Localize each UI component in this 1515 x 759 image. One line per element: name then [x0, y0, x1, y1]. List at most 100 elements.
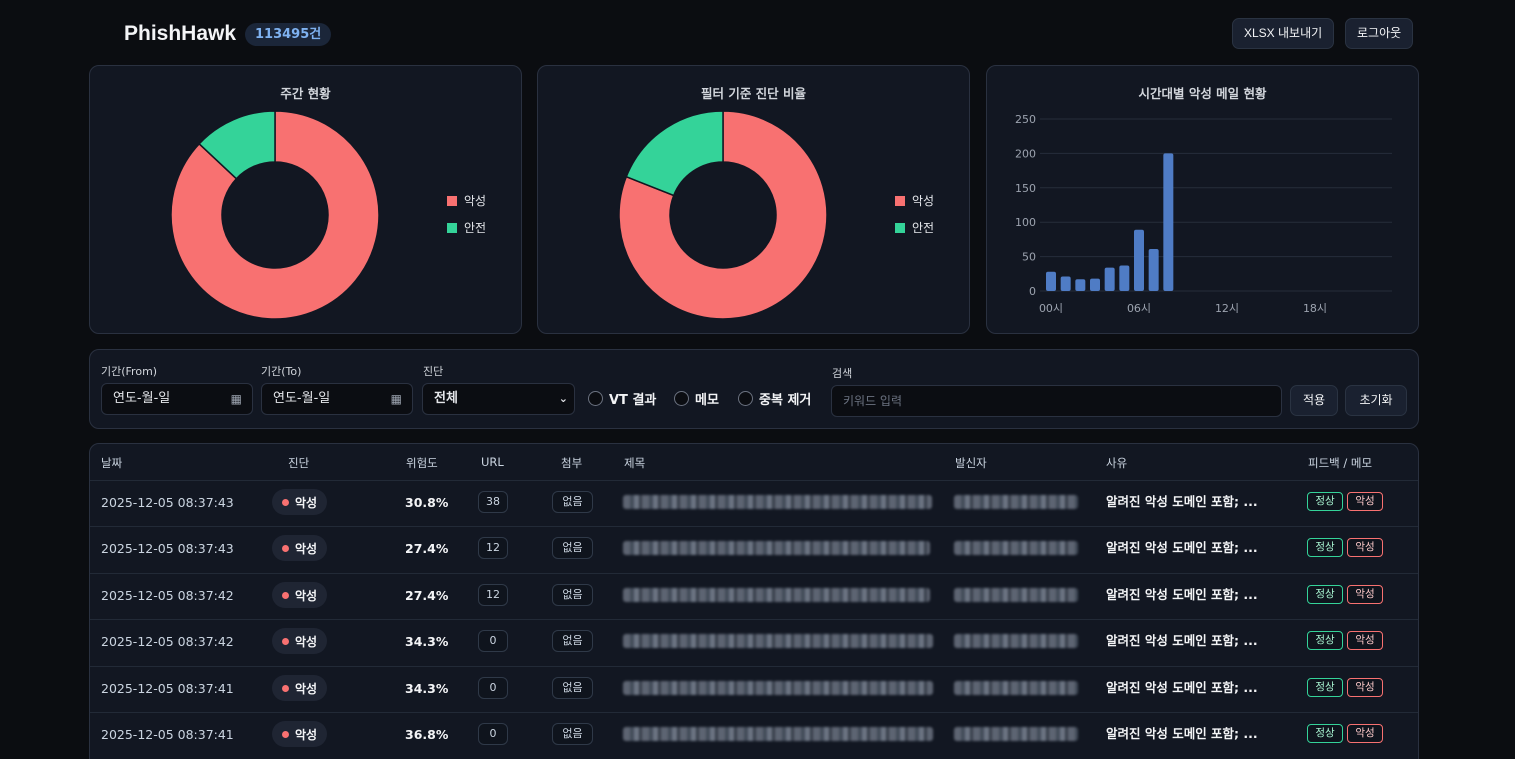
bar-05시[interactable] [1119, 265, 1130, 291]
table-row[interactable] [90, 666, 1418, 712]
attachment-badge: 없음 [552, 491, 593, 513]
row-reason: 알려진 악성 도메인 포함; ... [1106, 633, 1258, 648]
redacted-subject [623, 495, 932, 509]
diagnosis-badge-label: 악성 [295, 495, 318, 510]
feedback-malicious-button[interactable]: 악성 [1347, 631, 1383, 650]
x-tick-label: 18시 [1303, 302, 1327, 315]
apply-button[interactable]: 적용 [1290, 385, 1338, 416]
filtered-ratio-donut [618, 110, 828, 320]
radio-circle-icon[interactable] [674, 391, 689, 406]
redacted-subject [623, 588, 930, 602]
feedback-normal-button[interactable]: 정상 [1307, 631, 1343, 650]
search-placeholder: 키워드 입력 [843, 394, 903, 408]
bar-04시[interactable] [1104, 267, 1115, 291]
status-dot-icon [282, 637, 289, 645]
calendar-icon[interactable]: ▦ [390, 392, 402, 406]
feedback-malicious-button[interactable]: 악성 [1347, 492, 1383, 511]
bar-01시[interactable] [1060, 276, 1071, 291]
row-risk: 34.3% [405, 634, 449, 649]
vt-result-toggle[interactable]: VT 결과 [588, 389, 656, 408]
url-count-badge: 12 [478, 537, 508, 559]
redacted-subject [623, 634, 933, 648]
legend-swatch-safe [895, 223, 905, 233]
url-count-badge: 38 [478, 491, 508, 513]
feedback-normal-button[interactable]: 정상 [1307, 585, 1343, 604]
legend-label-malicious: 악성 [912, 194, 935, 208]
diagnosis-badge: 악성 [272, 721, 328, 747]
bar-07시[interactable] [1148, 249, 1159, 291]
row-risk: 34.3% [405, 681, 449, 696]
diagnosis-badge-label: 악성 [295, 541, 318, 556]
hourly-malicious-bar-chart: 0 50 100 150 200 250 00시 06시 12시 18시 [1015, 113, 1392, 315]
attachment-badge: 없음 [552, 537, 593, 559]
table-row[interactable] [90, 619, 1418, 665]
filtered-ratio-legend: 악성 안전 [895, 194, 934, 248]
row-risk: 27.4% [405, 541, 449, 556]
memo-toggle[interactable]: 메모 [674, 389, 719, 408]
feedback-malicious-button[interactable]: 악성 [1347, 724, 1383, 743]
from-date-value: 연도-월-일 [113, 391, 171, 406]
col-header-subject[interactable]: 제목 [624, 456, 646, 470]
feedback-normal-button[interactable]: 정상 [1307, 492, 1343, 511]
x-tick-label: 00시 [1039, 302, 1063, 315]
radio-circle-icon[interactable] [738, 391, 753, 406]
url-count-badge: 12 [478, 584, 508, 606]
legend-item-safe[interactable]: 안전 [895, 221, 934, 248]
feedback-normal-button[interactable]: 정상 [1307, 538, 1343, 557]
feedback-normal-button[interactable]: 정상 [1307, 724, 1343, 743]
donut-slice-safe[interactable] [198, 110, 276, 180]
calendar-icon[interactable]: ▦ [230, 392, 242, 406]
col-header-sender[interactable]: 발신자 [955, 456, 987, 470]
feedback-malicious-button[interactable]: 악성 [1347, 538, 1383, 557]
col-header-url[interactable]: URL [481, 455, 504, 469]
reset-button[interactable]: 초기화 [1345, 385, 1407, 416]
search-input[interactable]: 키워드 입력 [831, 385, 1282, 417]
bar-02시[interactable] [1075, 279, 1086, 291]
redacted-sender [954, 634, 1078, 648]
col-header-date[interactable]: 날짜 [101, 456, 123, 470]
feedback-normal-button[interactable]: 정상 [1307, 678, 1343, 697]
y-tick-label: 100 [1015, 216, 1036, 229]
legend-label-malicious: 악성 [464, 194, 487, 208]
to-date-input[interactable]: 연도-월-일 ▦ [261, 383, 413, 415]
from-date-input[interactable]: 연도-월-일 ▦ [101, 383, 253, 415]
table-row[interactable] [90, 573, 1418, 619]
donut-slice-malicious[interactable] [618, 110, 828, 320]
col-header-diagnosis[interactable]: 진단 [288, 456, 310, 470]
row-date: 2025-12-05 08:37:42 [101, 634, 234, 649]
table-row[interactable] [90, 526, 1418, 572]
col-header-risk[interactable]: 위험도 [406, 456, 438, 470]
logout-button[interactable]: 로그아웃 [1345, 18, 1414, 49]
radio-circle-icon[interactable] [588, 391, 603, 406]
bar-03시[interactable] [1090, 278, 1100, 291]
bar-06시[interactable] [1134, 229, 1144, 291]
x-tick-label: 12시 [1215, 302, 1239, 315]
row-reason: 알려진 악성 도메인 포함; ... [1106, 587, 1258, 602]
row-reason: 알려진 악성 도메인 포함; ... [1106, 726, 1258, 741]
dedup-toggle[interactable]: 중복 제거 [738, 389, 811, 408]
donut-slice-malicious[interactable] [170, 110, 380, 320]
feedback-malicious-button[interactable]: 악성 [1347, 585, 1383, 604]
diagnosis-select[interactable]: 전체 ⌄ [422, 383, 575, 415]
col-header-attachment[interactable]: 첨부 [561, 456, 583, 470]
row-risk: 30.8% [405, 495, 449, 510]
donut-slice-safe[interactable] [625, 110, 724, 197]
diagnosis-badge-label: 악성 [295, 681, 318, 696]
legend-item-malicious[interactable]: 악성 [447, 194, 486, 221]
diagnosis-select-value: 전체 [434, 391, 458, 406]
table-row[interactable] [90, 480, 1418, 526]
xlsx-export-button[interactable]: XLSX 내보내기 [1232, 18, 1335, 49]
bar-00시[interactable] [1046, 271, 1056, 291]
redacted-sender [954, 495, 1078, 509]
bar-08시[interactable] [1163, 153, 1174, 291]
status-dot-icon [282, 591, 289, 599]
table-row[interactable] [90, 712, 1418, 758]
col-header-feedback[interactable]: 피드백 / 메모 [1308, 456, 1373, 470]
col-header-reason[interactable]: 사유 [1106, 456, 1128, 470]
feedback-malicious-button[interactable]: 악성 [1347, 678, 1383, 697]
diagnosis-badge: 악성 [272, 628, 328, 654]
y-tick-label: 150 [1015, 182, 1036, 195]
legend-item-malicious[interactable]: 악성 [895, 194, 934, 221]
row-date: 2025-12-05 08:37:43 [101, 495, 234, 510]
legend-item-safe[interactable]: 안전 [447, 221, 486, 248]
